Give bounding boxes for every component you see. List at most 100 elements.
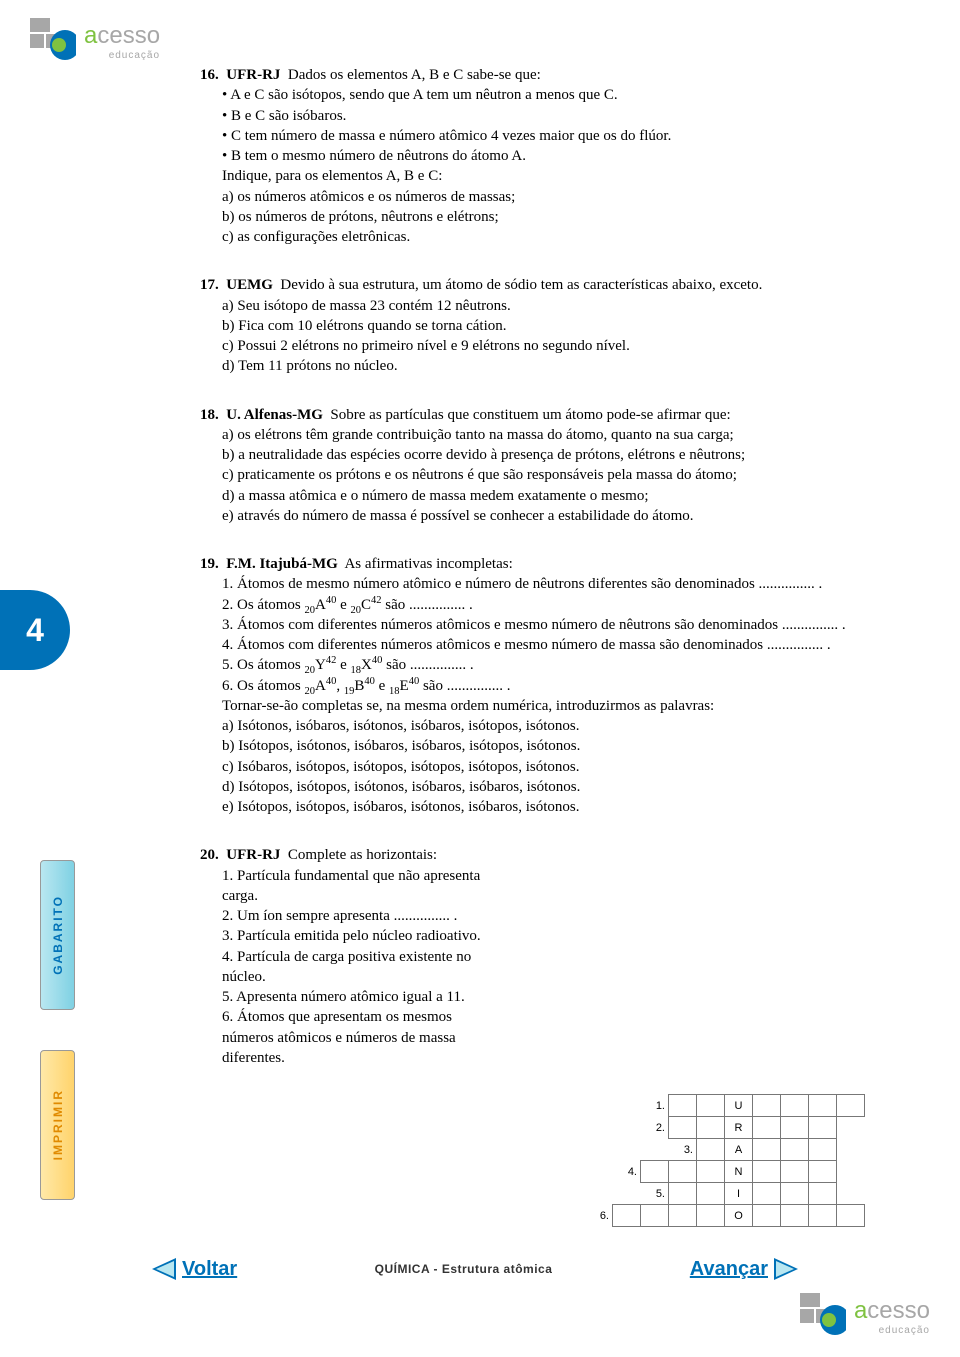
- page-number-badge: 4: [0, 590, 70, 670]
- logo-mark-icon: [800, 1293, 846, 1339]
- question-20: 20. UFR-RJ Complete as horizontais: 1. P…: [200, 845, 870, 1068]
- voltar-label: Voltar: [182, 1258, 237, 1281]
- list-item: c) praticamente os prótons e os nêutrons…: [222, 465, 870, 485]
- crossword-spacer: [585, 1095, 613, 1117]
- footer-title: QUÍMICA - Estrutura atômica: [375, 1262, 553, 1276]
- crossword-cell: [696, 1182, 725, 1205]
- crossword-cell: A: [724, 1138, 753, 1161]
- crossword-spacer: [585, 1139, 613, 1161]
- list-item: b) os números de prótons, nêutrons e elé…: [222, 207, 870, 227]
- list-item: d) Tem 11 prótons no núcleo.: [222, 356, 870, 376]
- imprimir-tab[interactable]: IMPRIMIR: [40, 1050, 75, 1200]
- arrow-right-icon: [774, 1256, 800, 1282]
- crossword-cell: [640, 1160, 669, 1183]
- crossword-cell: [780, 1116, 809, 1139]
- q16-indique: Indique, para os elementos A, B e C:: [200, 166, 870, 186]
- crossword-spacer: 5.: [641, 1183, 669, 1205]
- logo-subtitle: educação: [854, 1325, 930, 1336]
- crossword-spacer: [613, 1183, 641, 1205]
- q19-intro: As afirmativas incompletas:: [344, 556, 512, 572]
- list-item: 4. Átomos com diferentes números atômico…: [222, 635, 870, 655]
- crossword-cell: [836, 1204, 865, 1227]
- q16-number: 16.: [200, 67, 219, 83]
- crossword-cell: [752, 1094, 781, 1117]
- q20-intro: Complete as horizontais:: [288, 847, 437, 863]
- crossword-spacer: 6.: [585, 1205, 613, 1227]
- crossword-spacer: [613, 1117, 641, 1139]
- crossword-cell: [752, 1160, 781, 1183]
- q17-opts: a) Seu isótopo de massa 23 contém 12 nêu…: [200, 296, 870, 377]
- crossword-spacer: [585, 1183, 613, 1205]
- crossword-cell: [696, 1116, 725, 1139]
- list-item: d) Isótopos, isótopos, isótonos, isóbaro…: [222, 777, 870, 797]
- crossword-cell: [780, 1160, 809, 1183]
- q18-opts: a) os elétrons têm grande contribuição t…: [200, 425, 870, 526]
- q17-number: 17.: [200, 277, 219, 293]
- crossword-cell: [808, 1116, 837, 1139]
- logo-mark-icon: [30, 18, 76, 64]
- question-18: 18. U. Alfenas-MG Sobre as partículas qu…: [200, 405, 870, 527]
- list-item: 5. Apresenta número atômico igual a 11.: [222, 987, 500, 1007]
- crossword-cell: [780, 1204, 809, 1227]
- document-content: 16. UFR-RJ Dados os elementos A, B e C s…: [200, 65, 870, 1068]
- logo-top: acesso educação: [30, 18, 160, 64]
- list-item: B tem o mesmo número de nêutrons do átom…: [222, 146, 870, 166]
- crossword-cell: [808, 1182, 837, 1205]
- list-item: 1. Partícula fundamental que não apresen…: [222, 866, 500, 907]
- list-item: 3. Partícula emitida pelo núcleo radioat…: [222, 926, 500, 946]
- list-item: 5. Os átomos 20Y42 e 18X40 são .........…: [222, 655, 870, 675]
- list-item: 1. Átomos de mesmo número atômico e núme…: [222, 574, 870, 594]
- list-item: 4. Partícula de carga positiva existente…: [222, 947, 500, 988]
- gabarito-label: GABARITO: [51, 895, 65, 975]
- crossword-cell: [640, 1204, 669, 1227]
- q17-intro: Devido à sua estrutura, um átomo de sódi…: [280, 277, 762, 293]
- list-item: e) Isótopos, isótopos, isóbaros, isótono…: [222, 797, 870, 817]
- logo-word: acesso: [84, 22, 160, 50]
- voltar-button[interactable]: Voltar: [150, 1256, 237, 1282]
- crossword-spacer: [837, 1139, 865, 1161]
- q19-lead: Tornar-se-ão completas se, na mesma orde…: [200, 696, 870, 716]
- list-item: C tem número de massa e número atômico 4…: [222, 126, 870, 146]
- crossword-spacer: [585, 1117, 613, 1139]
- crossword-cell: [836, 1094, 865, 1117]
- q16-source: UFR-RJ: [226, 67, 280, 83]
- crossword-cell: [780, 1094, 809, 1117]
- crossword-spacer: [837, 1183, 865, 1205]
- crossword-spacer: [837, 1161, 865, 1183]
- crossword-cell: [808, 1094, 837, 1117]
- list-item: 6. Os átomos 20A40, 19B40 e 18E40 são ..…: [222, 676, 870, 696]
- list-item: b) Fica com 10 elétrons quando se torna …: [222, 316, 870, 336]
- list-item: d) a massa atômica e o número de massa m…: [222, 486, 870, 506]
- crossword-cell: [780, 1138, 809, 1161]
- question-17: 17. UEMG Devido à sua estrutura, um átom…: [200, 275, 870, 376]
- crossword-spacer: 2.: [641, 1117, 669, 1139]
- crossword-spacer: [837, 1117, 865, 1139]
- q18-source: U. Alfenas-MG: [226, 407, 323, 423]
- crossword-cell: [808, 1204, 837, 1227]
- q19-number: 19.: [200, 556, 219, 572]
- arrow-left-icon: [150, 1256, 176, 1282]
- question-19: 19. F.M. Itajubá-MG As afirmativas incom…: [200, 554, 870, 817]
- crossword-spacer: [641, 1139, 669, 1161]
- crossword-cell: [808, 1160, 837, 1183]
- logo-bottom: acesso educação: [800, 1293, 930, 1339]
- gabarito-tab[interactable]: GABARITO: [40, 860, 75, 1010]
- list-item: 2. Os átomos 20A40 e 20C42 são .........…: [222, 595, 870, 615]
- q16-opts: a) os números atômicos e os números de m…: [200, 187, 870, 248]
- list-item: c) Isóbaros, isótopos, isótopos, isótopo…: [222, 757, 870, 777]
- crossword-cell: [612, 1204, 641, 1227]
- list-item: 3. Átomos com diferentes números atômico…: [222, 615, 870, 635]
- crossword-cell: [752, 1204, 781, 1227]
- list-item: a) os números atômicos e os números de m…: [222, 187, 870, 207]
- crossword-cell: [696, 1138, 725, 1161]
- q20-source: UFR-RJ: [226, 847, 280, 863]
- crossword-spacer: 3.: [669, 1139, 697, 1161]
- avancar-button[interactable]: Avançar: [690, 1256, 800, 1282]
- list-item: a) Isótonos, isóbaros, isótonos, isóbaro…: [222, 716, 870, 736]
- crossword-cell: [696, 1204, 725, 1227]
- list-item: A e C são isótopos, sendo que A tem um n…: [222, 85, 870, 105]
- crossword-spacer: [585, 1161, 613, 1183]
- crossword-cell: O: [724, 1204, 753, 1227]
- crossword-cell: [696, 1094, 725, 1117]
- logo-subtitle: educação: [84, 50, 160, 61]
